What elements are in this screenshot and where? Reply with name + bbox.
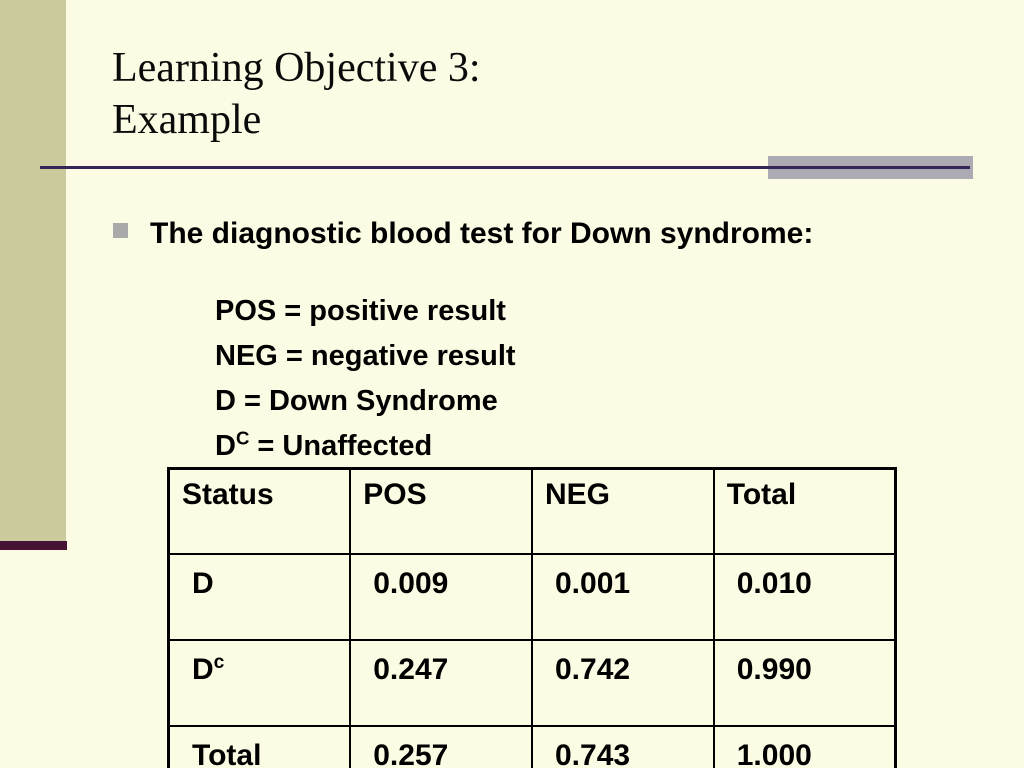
table-header-pos: POS [349,467,533,555]
row-label: Dc [167,639,352,727]
definition-line-pos: POS = positive result [215,295,506,327]
slide-title: Learning Objective 3: Example [112,42,481,146]
cell-value: 0.743 [531,725,715,768]
table-row-dc: Dc 0.247 0.742 0.990 [167,639,897,727]
cell-value: 0.742 [531,639,715,727]
table-row-total: Total 0.257 0.743 1.000 [167,725,897,768]
left-accent-bar [0,0,66,541]
table-header-neg: NEG [531,467,715,555]
bullet-marker-icon [113,223,128,238]
definition-line-d: D = Down Syndrome [215,385,498,417]
row-label: D [167,553,352,641]
cell-value: 1.000 [712,725,897,768]
cell-value: 0.001 [531,553,715,641]
row-label: Total [167,725,352,768]
cell-value: 0.247 [349,639,533,727]
cell-value: 0.990 [712,639,897,727]
definition-line-neg: NEG = negative result [215,340,516,372]
probability-table: Status POS NEG Total D 0.009 0.001 0.010… [167,467,897,768]
table-header-total: Total [712,467,897,555]
slide-title-line2: Example [112,97,262,143]
left-accent-underline [0,541,67,550]
table-row-d: D 0.009 0.001 0.010 [167,553,897,641]
slide-title-line1: Learning Objective 3: [112,45,481,91]
definition-line-dc: DC = Unaffected [215,427,433,462]
table-header-status: Status [167,467,352,555]
title-rule [40,166,970,169]
definition-list: POS = positive result NEG = negative res… [215,289,516,469]
cell-value: 0.009 [349,553,533,641]
table-header-row: Status POS NEG Total [167,467,897,555]
cell-value: 0.010 [712,553,897,641]
cell-value: 0.257 [349,725,533,768]
bullet-text: The diagnostic blood test for Down syndr… [150,217,814,250]
